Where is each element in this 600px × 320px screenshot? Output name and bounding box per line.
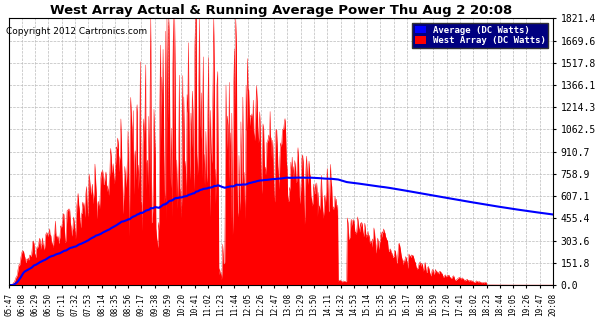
Legend: Average (DC Watts), West Array (DC Watts): Average (DC Watts), West Array (DC Watts… (412, 23, 548, 48)
Text: Copyright 2012 Cartronics.com: Copyright 2012 Cartronics.com (6, 27, 147, 36)
Title: West Array Actual & Running Average Power Thu Aug 2 20:08: West Array Actual & Running Average Powe… (50, 4, 512, 17)
